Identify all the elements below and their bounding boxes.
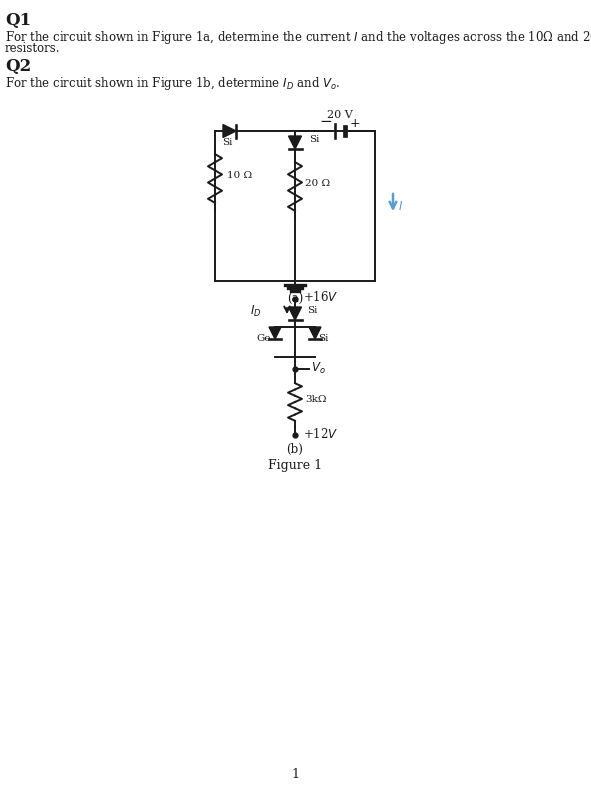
Polygon shape [288, 136, 301, 149]
Text: −: − [320, 114, 332, 129]
Polygon shape [309, 327, 321, 339]
Text: (a): (a) [287, 293, 303, 306]
Text: $I$: $I$ [398, 199, 403, 213]
Text: For the circuit shown in Figure 1a, determine the current $I$ and the voltages a: For the circuit shown in Figure 1a, dete… [5, 29, 591, 46]
Text: Si: Si [309, 135, 319, 144]
Text: +16$V$: +16$V$ [303, 290, 339, 304]
Text: 20 V: 20 V [327, 110, 353, 120]
Text: Si: Si [318, 334, 329, 343]
Text: For the circuit shown in Figure 1b, determine $I_D$ and $V_o$.: For the circuit shown in Figure 1b, dete… [5, 75, 340, 92]
Text: Ge: Ge [256, 334, 271, 343]
Text: Q2: Q2 [5, 58, 31, 75]
Text: 10 Ω: 10 Ω [227, 172, 252, 180]
Text: 20 Ω: 20 Ω [305, 180, 330, 188]
Text: Q1: Q1 [5, 12, 31, 29]
Text: Si: Si [307, 306, 317, 315]
Text: +12$V$: +12$V$ [303, 427, 339, 441]
Text: Figure 1: Figure 1 [268, 459, 322, 472]
Text: $V_o$: $V_o$ [311, 361, 326, 376]
Text: +: + [350, 117, 361, 130]
Text: resistors.: resistors. [5, 42, 60, 55]
Text: 3kΩ: 3kΩ [305, 396, 326, 404]
Text: $I_D$: $I_D$ [249, 304, 261, 319]
Text: (b): (b) [287, 443, 303, 456]
Text: 1: 1 [291, 768, 299, 781]
Polygon shape [288, 307, 301, 320]
Text: Si: Si [222, 138, 232, 147]
Polygon shape [269, 327, 281, 339]
Polygon shape [223, 124, 236, 138]
